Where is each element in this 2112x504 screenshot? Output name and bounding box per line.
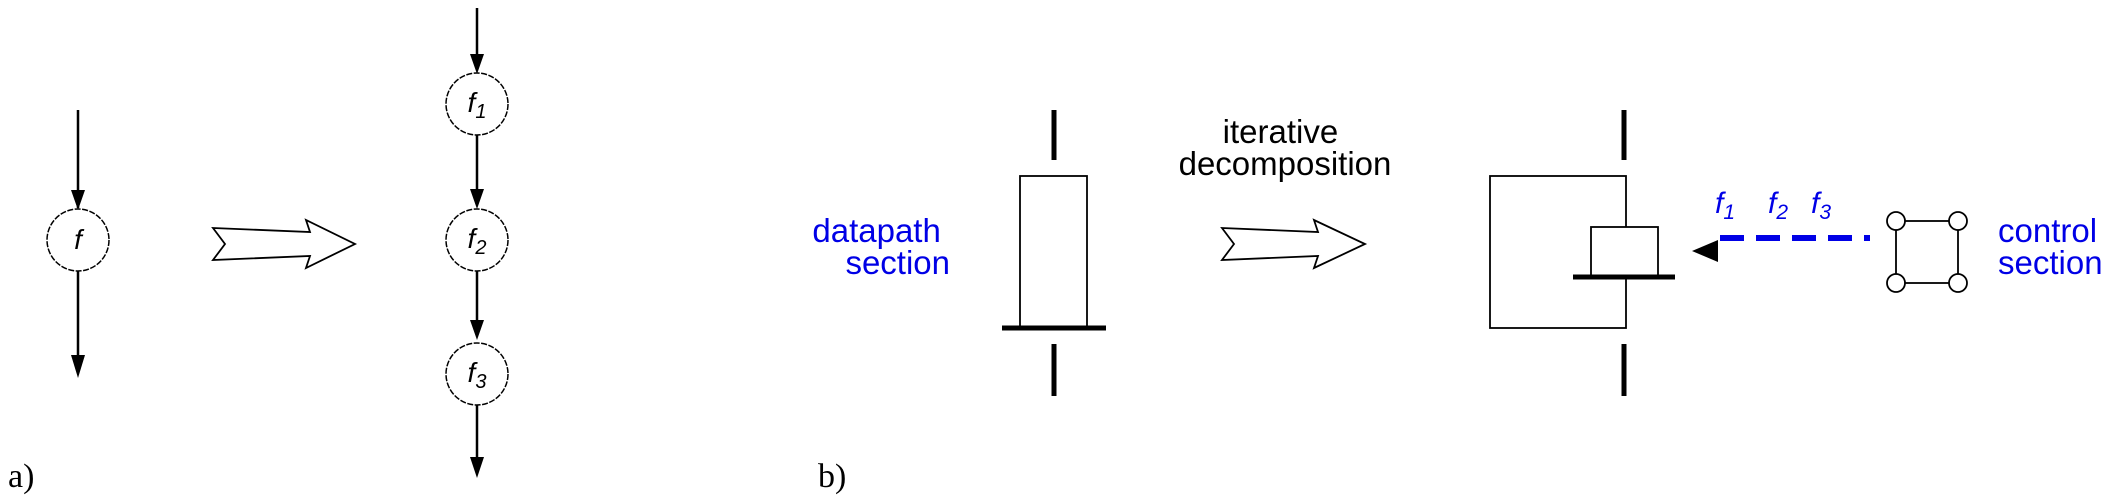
fsm-state-graph xyxy=(1886,211,1968,293)
chain-input-arrowhead xyxy=(470,54,484,74)
output-arrowhead xyxy=(71,355,85,378)
control-signal-f3: f3 xyxy=(1811,187,1831,224)
control-signal-f2: f2 xyxy=(1768,187,1788,224)
panel-b: datapath section iterative decomposition… xyxy=(812,110,2106,495)
node-f2-label: f2 xyxy=(468,223,487,259)
datapath-label: datapath section xyxy=(812,212,950,281)
control-bus-arrowhead xyxy=(1692,240,1718,262)
chain-output-arrowhead xyxy=(470,457,484,478)
decomposed-subunit xyxy=(1590,226,1659,278)
node-f1-label: f1 xyxy=(468,87,487,123)
panel-a: f f1 f2 f3 a) xyxy=(8,8,509,495)
fsm-square xyxy=(1895,220,1959,284)
transform-arrow-b xyxy=(1220,218,1368,270)
fsm-state-4 xyxy=(1948,273,1968,293)
panel-a-label: a) xyxy=(8,458,34,495)
datapath-unit xyxy=(1019,175,1088,329)
fsm-state-1 xyxy=(1886,211,1906,231)
control-label: control section xyxy=(1998,212,2106,281)
input-arrowhead xyxy=(71,190,85,210)
transform-label: iterative decomposition xyxy=(1179,113,1392,182)
transform-arrow-a xyxy=(211,218,358,270)
node-f3-label: f3 xyxy=(468,357,487,393)
control-signal-f1: f1 xyxy=(1715,187,1735,224)
edge-f2-f3-arrowhead xyxy=(470,320,484,340)
node-f-label: f xyxy=(74,224,85,255)
panel-b-label: b) xyxy=(818,458,846,495)
fsm-state-3 xyxy=(1886,273,1906,293)
fsm-state-2 xyxy=(1948,211,1968,231)
edge-f1-f2-arrowhead xyxy=(470,189,484,209)
